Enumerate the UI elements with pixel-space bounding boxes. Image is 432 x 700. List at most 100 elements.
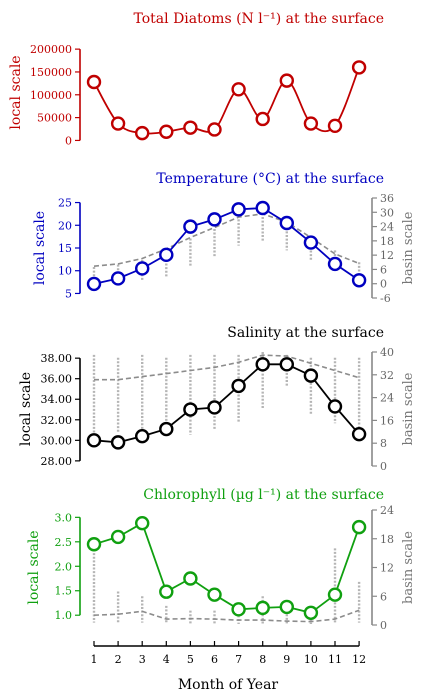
chlorophyll-point-m6 [207, 587, 222, 602]
salinity-y2tick-label: 24 [380, 392, 394, 405]
temperature-point-m6 [207, 212, 222, 227]
x-tick-label: 6 [211, 653, 218, 666]
salinity-ytick-label: 28.00 [41, 455, 73, 468]
salinity-point-m10 [303, 368, 319, 383]
temperature-point-m12 [351, 273, 367, 288]
salinity-y2tick-label: 16 [380, 414, 394, 427]
chlorophyll-ytick-label: 2.0 [55, 560, 73, 573]
salinity-point-m8 [255, 357, 270, 372]
temperature-point-m11 [327, 256, 343, 272]
diatoms-ytick-label: 150000 [30, 66, 72, 79]
diatoms-point-m4 [159, 124, 174, 139]
x-tick-label: 11 [328, 653, 342, 666]
chlorophyll-y2label: basin scale [401, 531, 416, 604]
salinity-point-m1 [86, 433, 102, 448]
temperature-y2tick-label: 0 [380, 278, 387, 291]
x-tick-label: 7 [235, 653, 242, 666]
temperature-point-m2 [110, 271, 126, 286]
salinity-point-m3 [134, 429, 150, 444]
temperature-point-m9 [279, 215, 294, 231]
temperature-point-m5 [183, 219, 198, 234]
salinity-panel: Salinity at the surface 28.00 30.00 32.00 34… [18, 325, 416, 473]
chlorophyll-point-m9 [279, 599, 294, 615]
chlorophyll-point-m1 [86, 537, 102, 552]
temperature-point-m7 [231, 202, 246, 217]
salinity-point-m7 [231, 378, 246, 394]
salinity-point-m11 [327, 399, 343, 414]
chlorophyll-local-line [93, 521, 360, 614]
temperature-y2tick-label: 36 [380, 192, 394, 205]
chlorophyll-point-m2 [110, 529, 126, 545]
temperature-ytick-label: 15 [58, 242, 72, 255]
salinity-ytick-label: 32.00 [41, 414, 73, 427]
chlorophyll-point-m4 [159, 584, 174, 599]
diatoms-point-m6 [207, 122, 222, 137]
diatoms-point-m5 [183, 120, 198, 135]
temperature-point-m4 [159, 247, 174, 263]
diatoms-local-line [93, 67, 360, 135]
salinity-point-m12 [351, 426, 367, 442]
x-axis-label: Month of Year [178, 677, 279, 693]
temperature-ytick-label: 10 [58, 265, 72, 278]
chlorophyll-point-m8 [255, 600, 270, 616]
chlorophyll-panel: Chlorophyll (µg l⁻¹) at the surface 1.0 1.… [26, 487, 416, 632]
salinity-ytick-label: 36.00 [41, 373, 73, 386]
temperature-ytick-label: 20 [58, 219, 72, 232]
chlorophyll-point-m7 [231, 602, 246, 617]
temperature-point-m10 [303, 235, 319, 250]
temperature-y2tick-label: -6 [380, 292, 391, 305]
temperature-y2tick-label: 12 [380, 249, 394, 262]
temperature-y2tick-label: 18 [380, 235, 394, 248]
salinity-y2tick-label: 40 [380, 346, 394, 359]
salinity-y2tick-label: 0 [380, 460, 387, 473]
temperature-y2tick-label: 30 [380, 206, 394, 219]
temperature-y2label: basin scale [401, 211, 416, 284]
salinity-local-line [93, 363, 360, 444]
chlorophyll-point-m12 [351, 519, 367, 535]
chlorophyll-point-m3 [134, 516, 150, 531]
diatoms-panel: Total Diatoms (N l⁻¹) at the surface 0 500… [8, 11, 384, 147]
x-tick-label: 8 [259, 653, 266, 666]
diatoms-point-m2 [110, 116, 126, 131]
chlorophyll-ytick-label: 1.5 [55, 585, 73, 598]
chlorophyll-ytick-label: 3.0 [55, 511, 73, 524]
salinity-point-m6 [207, 400, 222, 415]
temperature-ytick-label: 25 [58, 197, 72, 210]
chlorophyll-title: Chlorophyll (µg l⁻¹) at the surface [143, 487, 384, 503]
temperature-point-m3 [134, 261, 150, 276]
diatoms-point-m7 [231, 82, 246, 97]
salinity-ylabel: local scale [18, 372, 34, 446]
chlorophyll-basin-mean-line [93, 609, 360, 623]
x-tick-label: 5 [187, 653, 194, 666]
diatoms-point-m11 [327, 118, 343, 134]
chlorophyll-ylabel: local scale [26, 530, 42, 604]
salinity-ytick-label: 38.00 [41, 352, 73, 365]
chlorophyll-point-m5 [183, 571, 198, 586]
salinity-basin-mean-line [94, 354, 360, 381]
salinity-point-m2 [110, 435, 126, 450]
temperature-y2tick-label: 24 [380, 221, 394, 234]
x-tick-label: 3 [139, 653, 146, 666]
salinity-y2tick-label: 32 [380, 369, 394, 382]
chlorophyll-point-m11 [327, 587, 343, 602]
salinity-point-m9 [279, 357, 294, 372]
diatoms-point-m1 [86, 74, 102, 90]
temperature-point-m1 [86, 276, 102, 292]
chlorophyll-y2tick-label: 0 [380, 619, 387, 632]
diatoms-point-m9 [279, 73, 294, 88]
temperature-basin-mean-line [93, 213, 360, 267]
x-tick-label: 1 [91, 653, 98, 666]
diatoms-point-m10 [303, 116, 319, 131]
diatoms-title: Total Diatoms (N l⁻¹) at the surface [134, 11, 385, 27]
diatoms-point-m8 [255, 111, 270, 127]
x-tick-label: 9 [283, 653, 290, 666]
salinity-ytick-label: 34.00 [41, 393, 73, 406]
temperature-panel: Temperature (°C) at the surface 5 10 15 20 25… [32, 171, 416, 305]
salinity-y2tick-label: 8 [380, 437, 387, 450]
salinity-title: Salinity at the surface [227, 325, 384, 341]
temperature-ylabel: local scale [32, 211, 48, 285]
salinity-point-m5 [183, 402, 198, 417]
diatoms-ytick-label: 100000 [30, 89, 72, 102]
chlorophyll-ytick-label: 2.5 [55, 536, 73, 549]
